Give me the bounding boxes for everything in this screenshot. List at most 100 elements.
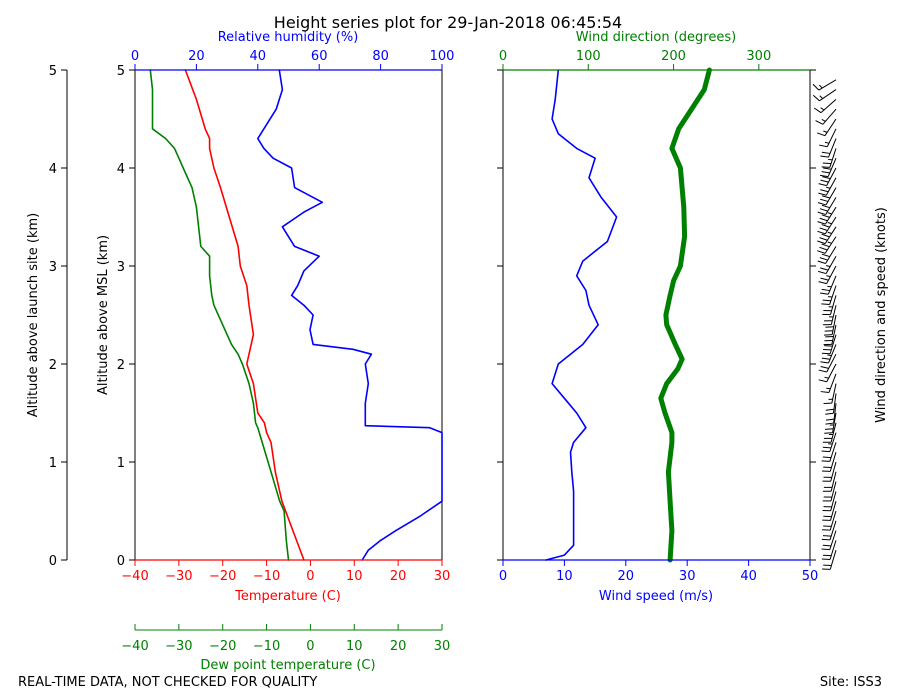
wind-barb-staff [826, 128, 837, 147]
rh-axis-tick-label: 60 [311, 49, 328, 64]
wind-barb-staff [825, 187, 837, 206]
temp-axis-tick-label: 20 [390, 569, 407, 584]
dew-axis-tick-label: 10 [346, 639, 363, 654]
wind-barb-staff [824, 118, 837, 136]
quality-note: REAL-TIME DATA, NOT CHECKED FOR QUALITY [18, 675, 317, 690]
altitude-tick-label: 4 [49, 162, 57, 177]
ws-axis-tick-label: 40 [740, 569, 757, 584]
wind-barb-half-flag [827, 221, 832, 225]
launch-altitude-label: Altitude above launch site (km) [26, 213, 41, 417]
wind-barb-flag [821, 233, 830, 238]
temp-axis-tick-label: −20 [209, 569, 236, 584]
wind-barb-flag [818, 183, 827, 187]
site-label: Site: ISS3 [820, 675, 882, 690]
wind-barb-staff [831, 324, 837, 345]
wind-barb-flag [812, 94, 820, 102]
rh-axis-tick-label: 20 [188, 49, 205, 64]
wind-barb-half-flag [827, 231, 832, 235]
wind-barb-half-flag [824, 376, 829, 379]
wind-barb-flag [820, 391, 829, 394]
wind-barb-flag [820, 366, 829, 369]
wind-barb-flag [823, 167, 832, 170]
ws-axis-tick-label: 30 [679, 569, 696, 584]
wind-barb-flag [821, 166, 830, 168]
wind-barb-half-flag [826, 186, 831, 189]
wind-barb-flag [817, 211, 826, 216]
altitude-tick-label: 5 [49, 64, 57, 79]
wind-barb-flag [817, 230, 826, 235]
dew-axis-tick-label: −20 [209, 639, 236, 654]
temp-axis-tick-label: −10 [253, 569, 280, 584]
wind-barb-flag [822, 544, 832, 547]
wind-barb-flag [825, 408, 835, 411]
wind-barb-flag [817, 221, 826, 225]
wind-barb-flag [821, 214, 830, 218]
wind-barb-flag [819, 144, 828, 148]
wind-barb-flag [821, 460, 830, 462]
msl-altitude-label: Altitude above MSL (km) [96, 235, 111, 395]
wind-barb-staff [830, 481, 837, 502]
barb-axis-label: Wind direction and speed (knots) [874, 207, 889, 423]
wind-barb-flag [822, 299, 831, 302]
wind-barb-half-flag [821, 118, 826, 122]
dew-axis-tick-label: −30 [165, 639, 192, 654]
temperature-series-line [184, 69, 305, 561]
wind-barb-flag [821, 151, 831, 154]
wind-barb-staff [832, 393, 837, 414]
wind-barb-flag [817, 202, 827, 206]
dew-axis-tick-label: −40 [121, 639, 148, 654]
wind-barb-half-flag [819, 84, 823, 89]
wind-barb-staff [824, 236, 837, 254]
wd-axis-tick-label: 100 [576, 49, 601, 64]
wind-barb-flag [820, 155, 829, 158]
wind-barb-flag [821, 357, 831, 360]
wind-barb-flag [821, 450, 830, 453]
winddir-series-line [658, 67, 712, 563]
wind-barb-staff [824, 216, 837, 235]
wind-barb-flag [822, 456, 832, 459]
altitude-tick-label: 2 [49, 358, 57, 373]
wind-barb-staff [830, 422, 837, 443]
thermo-plot-area [134, 69, 443, 561]
launch-altitude-axis: 0 1 2 3 4 5 Altitude above launch site (km) [26, 64, 68, 569]
wind-barb-flag [820, 267, 829, 271]
wind-barb-staff [826, 353, 837, 373]
wind-barb-staff [830, 295, 837, 315]
wind-barb-half-flag [820, 107, 825, 111]
wind-barb-staff [822, 108, 837, 125]
figure-title: Height series plot for 29-Jan-2018 06:45… [274, 13, 622, 32]
wind-barb-staff [824, 206, 837, 225]
wind-barb-flag [819, 227, 828, 231]
ws-axis-label: Wind speed (m/s) [599, 589, 713, 604]
wind-barb-flag [819, 174, 829, 178]
dew-axis-label: Dew point temperature (C) [200, 658, 375, 673]
wind-barb-half-flag [827, 212, 832, 215]
rh-axis-tick-label: 0 [131, 49, 139, 64]
wind-barb-staff [824, 226, 837, 244]
altitude-tick-label: 4 [117, 162, 125, 177]
wind-barb-staff [829, 550, 837, 570]
wind-barb-half-flag [827, 285, 832, 288]
wind-barb-flag [822, 162, 832, 165]
wind-barb-staff [828, 344, 837, 364]
wind-barb-half-flag [823, 130, 828, 133]
temp-axis-tick-label: 0 [306, 569, 314, 584]
wind-barb-half-flag [827, 354, 832, 357]
wind-barb-flag [821, 243, 830, 248]
wind-barb-staff [832, 412, 837, 433]
wind-barb-flag [818, 281, 827, 285]
wind-barb-flag [820, 277, 829, 281]
wind-barb-staff [826, 363, 837, 382]
wind-barb-staff [825, 197, 837, 215]
altitude-tick-label: 1 [49, 456, 57, 471]
wind-barb-staff [820, 99, 837, 114]
thermo-panel: 0 1 2 3 4 5 Altitude above MSL (km) 0 20 40 60 80… [96, 30, 454, 673]
wind-barb-staff [828, 138, 837, 158]
wind-barb-flag [819, 237, 828, 241]
wind-barb-staff [825, 246, 837, 264]
wind-barb-flag [818, 379, 827, 383]
wind-barb-flag [824, 428, 834, 430]
altitude-tick-label: 3 [117, 260, 125, 275]
wind-barb-flag [821, 548, 830, 551]
